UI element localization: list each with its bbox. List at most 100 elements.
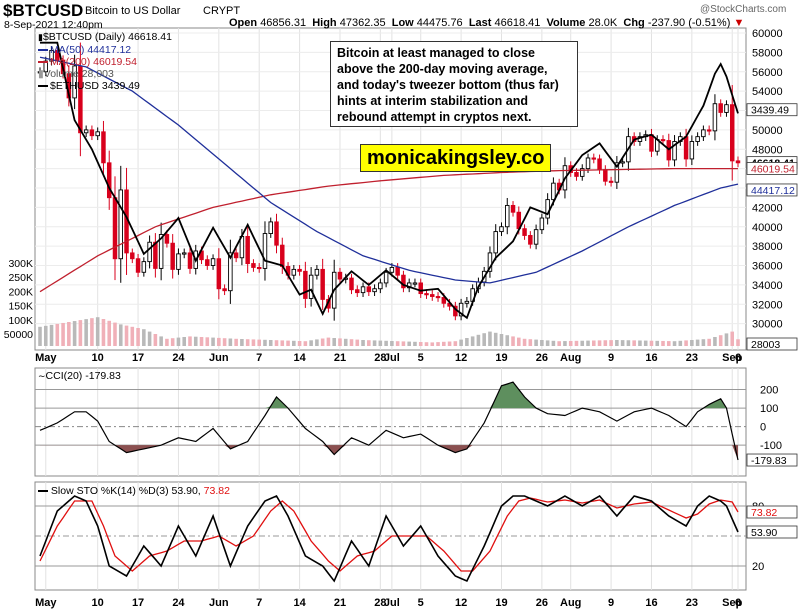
candle-body [683,136,689,160]
volume-bar [332,338,336,346]
price-tag [746,162,798,175]
volume-bar [465,338,469,346]
candle-body [608,180,614,183]
x-tick-label: 21 [334,597,346,609]
y-tick-label: 56000 [752,67,783,79]
volume-tick-label: 300K [8,258,33,270]
volume-bar [430,342,435,346]
price-tag [746,183,798,197]
volume-bar [315,339,319,346]
open-value: 46856.31 [260,17,307,29]
volume-bar [349,339,354,346]
stoch-d-value: 73.82 [203,485,230,497]
volume-bar [124,325,129,346]
volume-bar [736,339,740,346]
stoch-d-tag-value: 73.82 [751,507,777,519]
candle-body [689,141,695,160]
volume-bar [730,331,735,346]
cci-tick-label: 200 [760,385,778,397]
candle-body [355,289,360,294]
volume-bar [442,341,446,346]
cci-series [35,381,746,461]
volume-bar [113,322,117,346]
candle-body [487,252,493,272]
candle-body [580,168,585,177]
volume-bar [292,340,296,346]
volume-bar [540,340,544,346]
candle-body [458,302,464,317]
volume-bar [395,341,400,346]
candle-body [441,297,447,304]
volume-bar [199,337,204,346]
volume-bar [638,340,642,346]
x-tick-label: 10 [92,352,104,364]
candles [37,42,741,321]
x-tick-label: 6 [735,597,741,609]
volume-bar [361,340,365,346]
candle-body [522,228,527,236]
cci-title: ∼CCI(20) -179.83 [38,370,121,382]
x-tick-label: Jun [209,597,229,609]
candle-body [280,244,285,267]
volume-bar [217,337,221,346]
x-tick-label: 14 [293,352,306,364]
cci-tick-label: -100 [760,440,782,452]
candle-body [205,259,210,266]
candle-body [545,199,550,219]
candle-body [135,258,141,273]
volume-bar [107,320,112,346]
legend-eth-text: $ETHUSD 3439.49 [50,80,140,92]
volume-tick-label: 50000 [4,329,33,341]
volume-bar [603,340,608,346]
legend-ma50: MA(50) 44417.12 [38,44,131,56]
volume-tick-label: 100K [8,315,33,327]
open-label: Open [229,17,258,29]
volume-bar [413,341,417,346]
volume-bar [511,336,515,346]
volume-bar [118,324,123,346]
ma50-line [39,56,739,284]
ohlc-row: Open 46856.31 High 47362.35 Low 44475.76… [229,17,744,29]
x-tick-label: 23 [686,597,698,609]
candle-body [366,286,372,293]
volume-bar [517,337,521,346]
candle-body [303,270,308,299]
volume-bar [153,334,158,346]
candle-body [147,241,152,263]
high-value: 47362.35 [339,17,386,29]
candle-body [170,242,175,270]
x-tick-label: 23 [686,352,698,364]
stoch-k-line [39,494,739,583]
volume-bar [436,342,440,346]
exchange-label: CRYPT [203,5,241,17]
cci-tag-value: -179.83 [751,455,787,467]
candle-body [130,252,135,260]
x-tick-label: 14 [293,597,306,609]
candle-body [158,234,164,269]
volume-bar [245,339,250,346]
volume-bar [159,336,163,346]
ma200-line [39,167,738,293]
cci-panel [34,367,747,477]
y-tick-label: 58000 [752,47,783,59]
x-tick-label: 5 [418,352,424,364]
candle-body [614,162,620,183]
candle-body [418,282,423,295]
x-tick-label: 19 [495,352,507,364]
overlay-lines [39,41,739,320]
candle-body [222,288,227,292]
volume-bar [240,339,244,346]
last-label: Last [468,17,492,29]
candle-body [528,235,533,245]
volume-bar [493,332,498,346]
volume-bar [407,341,411,346]
volume-tick-label: 250K [8,272,33,284]
volume-bar [309,340,313,346]
volume-bar [176,337,181,346]
volume-bar [268,340,273,346]
volume-bar [707,338,711,346]
volume-bar [499,334,504,346]
stoch-tick-label: 20 [752,561,764,573]
candle-body [718,103,723,113]
volume-label: Volume [546,17,586,29]
